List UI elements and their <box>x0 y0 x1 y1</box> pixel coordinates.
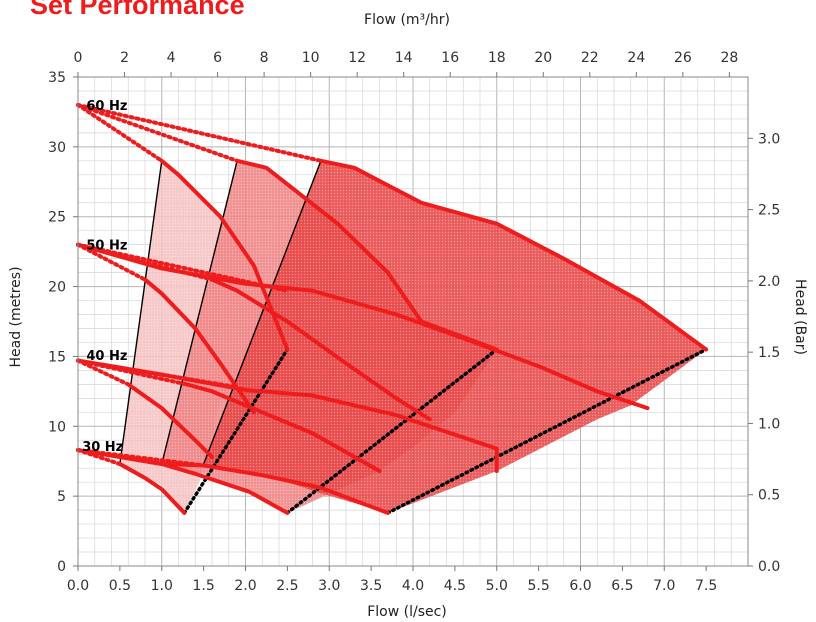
axes: 0.0 0.5 1.0 1.5 2.0 2.5 3.0 3.5 4.0 4.5 5.0 5.5 6.0 6… <box>48 50 780 594</box>
pump-curve <box>318 158 709 352</box>
x2-tick-label: 18 <box>488 50 506 66</box>
min-flow-envelope <box>202 160 322 465</box>
x-tick-label: 1.0 <box>151 578 173 594</box>
pump-curve <box>159 462 290 515</box>
pump-curve <box>76 358 499 473</box>
pump-curves: 60 Hz 50 Hz 40 Hz 30 Hz <box>76 99 709 515</box>
pump-curve <box>184 382 382 473</box>
x2-tick-label: 10 <box>302 50 320 66</box>
x-axis-label: Flow (l/sec) <box>367 604 447 620</box>
x2-tick-label: 16 <box>441 50 459 66</box>
pump-curve <box>159 158 290 352</box>
x-tick-label: 5.5 <box>527 578 549 594</box>
x2-tick-label: 26 <box>674 50 692 66</box>
system-curve-dotted <box>76 358 131 387</box>
y2-tick-label: 1.0 <box>758 416 780 432</box>
x-tick-label: 6.5 <box>611 578 633 594</box>
y-tick-label: 15 <box>48 349 66 365</box>
x2-tick-label: 12 <box>348 50 366 66</box>
x-tick-label: 1.5 <box>192 578 214 594</box>
x-tick-label: 2.0 <box>234 578 256 594</box>
x-tick-label: 4.5 <box>444 578 466 594</box>
x-tick-label: 7.0 <box>653 578 675 594</box>
x2-tick-label: 24 <box>627 50 645 66</box>
x2-tick-label: 0 <box>74 50 83 66</box>
x2-tick-label: 6 <box>213 50 222 66</box>
y-tick-label: 10 <box>48 419 66 435</box>
x-tick-label: 0.5 <box>109 578 131 594</box>
pump-curve <box>76 448 390 515</box>
pump-curve <box>143 277 256 415</box>
y-tick-label: 0 <box>57 559 66 575</box>
x2-axis-label: Flow (m³/hr) <box>364 12 450 28</box>
system-curve-dotted <box>76 242 147 282</box>
pump-curve <box>126 382 214 460</box>
y-tick-label: 20 <box>48 280 66 296</box>
x2-tick-label: 14 <box>395 50 413 66</box>
speed-label: 60 Hz <box>86 99 127 114</box>
x2-tick-label: 2 <box>120 50 129 66</box>
y-tick-label: 35 <box>48 70 66 86</box>
pump-curve <box>117 462 187 515</box>
x-tick-label: 3.0 <box>318 578 340 594</box>
y2-axis-label: Head (Bar) <box>792 279 808 355</box>
chart-title: Set Performance <box>30 0 245 20</box>
x2-tick-label: 20 <box>534 50 552 66</box>
min-flow-envelope <box>119 160 163 465</box>
max-flow-envelope-dotted <box>386 347 708 515</box>
y-axis-label: Head (metres) <box>8 266 24 367</box>
x-tick-label: 0.0 <box>67 578 89 594</box>
system-curve-dotted <box>76 102 323 163</box>
y2-tick-label: 2.5 <box>758 203 780 219</box>
speed-label: 30 Hz <box>82 440 123 455</box>
x-tick-label: 5.0 <box>486 578 508 594</box>
y-tick-label: 30 <box>48 140 66 156</box>
y-tick-label: 25 <box>48 210 66 226</box>
system-curve-dotted <box>76 102 164 163</box>
speed-label: 50 Hz <box>86 239 127 254</box>
y2-tick-label: 3.0 <box>758 131 780 147</box>
x2-tick-label: 8 <box>260 50 269 66</box>
x-tick-label: 3.5 <box>360 578 382 594</box>
speed-label: 40 Hz <box>86 349 127 364</box>
y2-tick-label: 0.5 <box>758 488 780 504</box>
x2-tick-label: 4 <box>167 50 176 66</box>
min-flow-envelope <box>161 160 238 465</box>
system-curve-dotted <box>76 102 240 163</box>
y2-tick-label: 1.5 <box>758 345 780 361</box>
pump-curve <box>76 242 650 411</box>
y2-tick-label: 0.0 <box>758 559 780 575</box>
x2-tick-label: 28 <box>720 50 738 66</box>
max-flow-envelope-dotted <box>182 347 290 515</box>
max-flow-envelope-dotted <box>285 347 499 515</box>
pump-curve <box>210 277 432 422</box>
x2-tick-label: 22 <box>581 50 599 66</box>
x-tick-label: 7.5 <box>695 578 717 594</box>
operating-regions <box>119 160 707 513</box>
y-tick-label: 5 <box>57 489 66 505</box>
x-tick-label: 6.0 <box>569 578 591 594</box>
x-tick-label: 2.5 <box>276 578 298 594</box>
y2-tick-label: 2.0 <box>758 274 780 290</box>
x-tick-label: 4.0 <box>402 578 424 594</box>
